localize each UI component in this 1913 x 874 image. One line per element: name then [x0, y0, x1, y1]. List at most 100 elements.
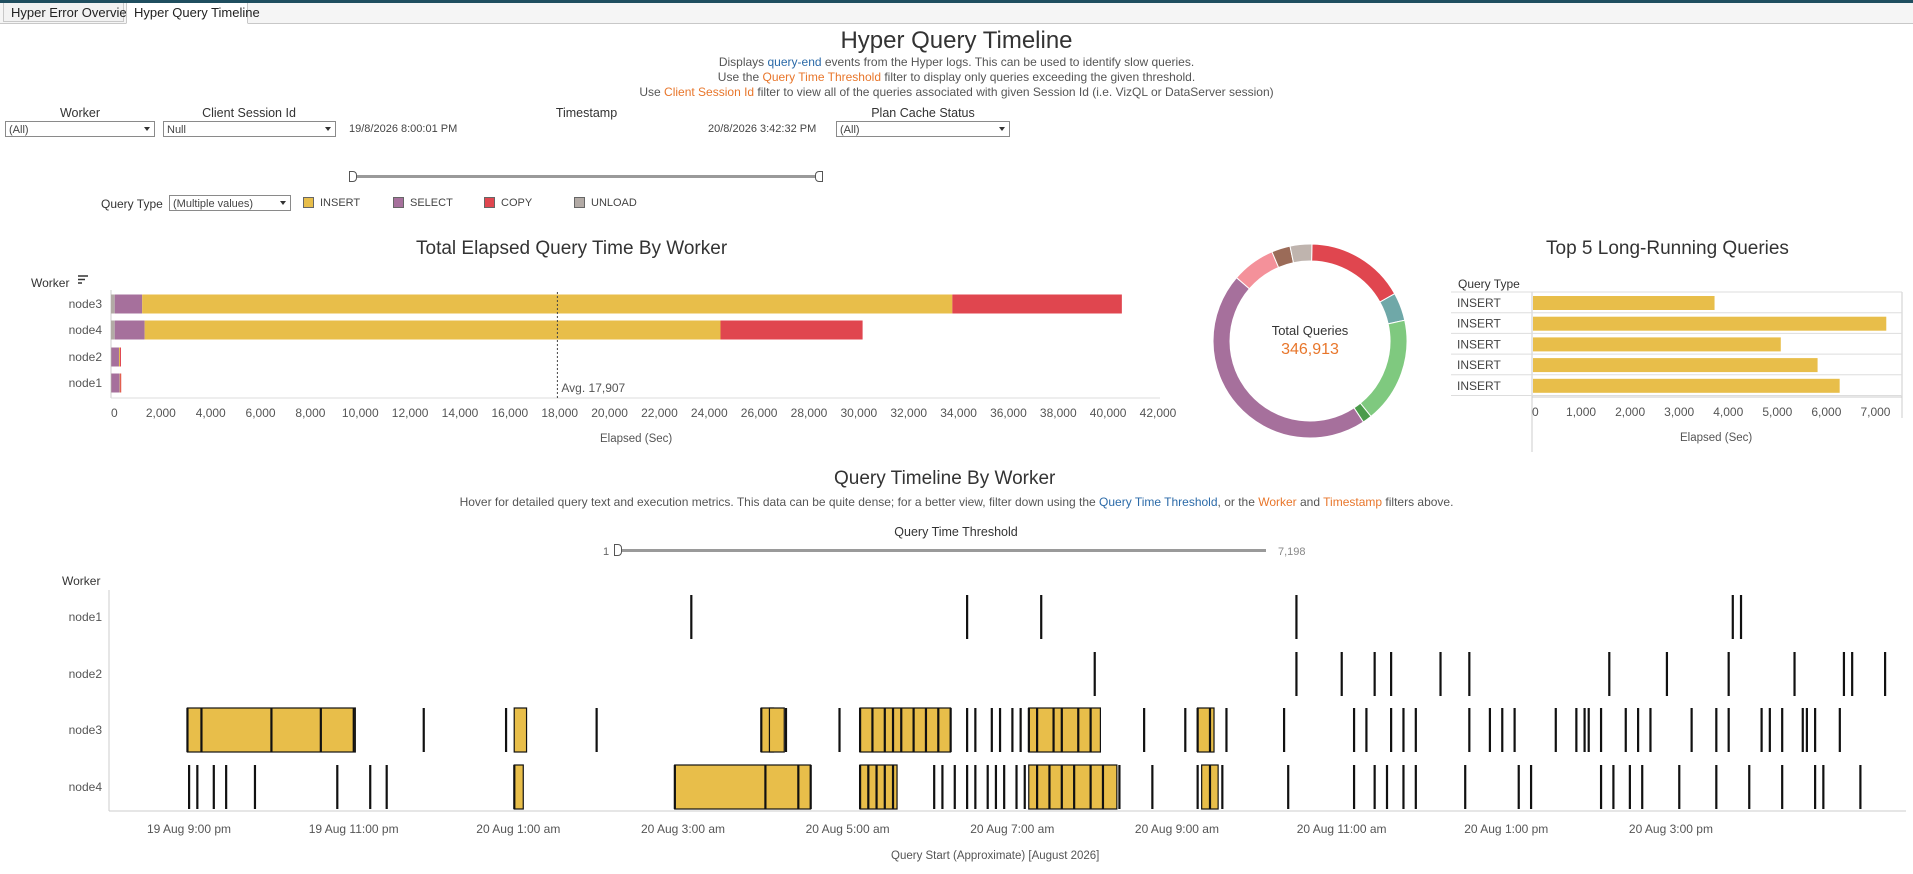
desc-text: filters above.: [1382, 495, 1454, 509]
query-tick: [949, 708, 952, 752]
sort-icon[interactable]: [78, 275, 88, 284]
query-tick: [1793, 652, 1796, 696]
worker-filter-dropdown[interactable]: (All): [5, 121, 155, 137]
query-block: [859, 707, 952, 753]
legend-unload-swatch[interactable]: [574, 197, 585, 208]
query-tick: [1859, 765, 1862, 809]
query-tick: [1637, 708, 1640, 752]
query-tick: [690, 595, 693, 639]
query-tick: [1739, 595, 1743, 639]
query-tick: [253, 765, 257, 809]
query-type-label: INSERT: [1457, 358, 1501, 372]
query-tick: [986, 765, 989, 809]
desc-highlight: Query Time Threshold: [762, 70, 882, 84]
legend-insert-swatch[interactable]: [303, 197, 314, 208]
x-tick-label: 28,000: [791, 406, 828, 420]
chevron-down-icon: [280, 201, 286, 205]
query-tick: [352, 708, 355, 752]
query-tick: [838, 708, 841, 752]
chevron-down-icon: [999, 127, 1005, 131]
query-tick: [1801, 708, 1804, 752]
query-type-filter-dropdown[interactable]: (Multiple values): [169, 195, 291, 211]
query-tick: [1101, 765, 1105, 809]
worker-label: node1: [69, 376, 103, 390]
query-tick: [760, 708, 763, 752]
query-tick: [1883, 652, 1887, 696]
x-tick-label: 2,000: [1615, 405, 1645, 419]
bar-segment-copy: [120, 373, 122, 393]
query-tick: [196, 765, 199, 809]
worker-label: node4: [69, 323, 103, 337]
query-block: [1196, 707, 1215, 753]
timestamp-slider-end-handle[interactable]: [815, 171, 823, 182]
query-tick: [1414, 765, 1417, 809]
x-tick-label: 18,000: [541, 406, 578, 420]
legend-insert-label[interactable]: INSERT: [320, 197, 361, 209]
query-tick: [1060, 765, 1063, 809]
x-tick-label: 30,000: [841, 406, 878, 420]
query-tick: [924, 708, 928, 752]
query-tick: [319, 708, 322, 752]
donut-center-label: Total Queries: [1271, 323, 1349, 338]
query-tick: [1352, 708, 1356, 752]
bar-segment-copy: [720, 320, 863, 340]
x-tick-label: 16,000: [492, 406, 529, 420]
query-tick: [883, 765, 886, 809]
worker-label: node1: [69, 610, 103, 624]
plan-cache-filter-dropdown[interactable]: (All): [836, 121, 1010, 137]
query-tick: [1842, 652, 1846, 696]
x-tick-label: 5,000: [1762, 405, 1792, 419]
timestamp-filter-label: Timestamp: [555, 106, 618, 120]
legend-copy-swatch[interactable]: [484, 197, 495, 208]
query-tick: [1003, 765, 1006, 809]
legend-select-swatch[interactable]: [393, 197, 404, 208]
query-tick: [1089, 708, 1092, 752]
query-tick: [1040, 595, 1043, 639]
query-tick: [1768, 708, 1771, 752]
top5-bar: [1533, 316, 1887, 331]
worker-filter-label: Worker: [59, 106, 101, 120]
query-tick: [1608, 652, 1611, 696]
timestamp-slider-track[interactable]: [353, 175, 820, 178]
query-tick: [1665, 652, 1669, 696]
client-session-filter-dropdown[interactable]: Null: [163, 121, 336, 137]
query-tick: [225, 765, 228, 809]
threshold-slider-track[interactable]: [616, 549, 1266, 552]
top-accent-bar: [0, 0, 1913, 3]
query-block: [513, 707, 528, 753]
x-tick-label: 40,000: [1090, 406, 1127, 420]
query-tick: [186, 708, 189, 752]
legend-unload-label[interactable]: UNLOAD: [591, 197, 637, 209]
query-tick: [1221, 765, 1224, 809]
query-tick: [513, 765, 516, 809]
query-tick: [1151, 765, 1154, 809]
query-tick: [809, 765, 812, 809]
x-tick-label: 12,000: [392, 406, 429, 420]
timestamp-slider-start-handle[interactable]: [349, 171, 357, 182]
elapsed-by-worker-y-header: Worker: [31, 276, 70, 290]
query-tick: [200, 708, 203, 752]
threshold-slider-handle[interactable]: [614, 544, 622, 556]
query-tick: [1184, 708, 1187, 752]
tab-hyper-error-overview[interactable]: Hyper Error Overview: [3, 3, 136, 22]
desc-highlight: Worker: [1258, 495, 1297, 509]
legend-copy-label[interactable]: COPY: [501, 197, 533, 209]
query-tick: [1468, 708, 1471, 752]
threshold-min-value: 1: [603, 546, 610, 558]
donut-slice: [1289, 243, 1313, 264]
query-tick: [1385, 765, 1389, 809]
query-type-filter-value: (Multiple values): [173, 198, 254, 210]
desc-text: filter to view all of the queries associ…: [754, 85, 1274, 99]
query-tick: [1060, 708, 1063, 752]
legend-select-label[interactable]: SELECT: [410, 197, 453, 209]
query-tick: [1352, 765, 1356, 809]
query-tick: [1390, 652, 1393, 696]
query-tick: [1678, 765, 1681, 809]
desc-highlight: Client Session Id: [664, 85, 755, 99]
query-tick: [953, 765, 956, 809]
tab-hyper-query-timeline[interactable]: Hyper Query Timeline: [126, 3, 260, 24]
desc-highlight: Query Time Threshold: [1099, 495, 1218, 509]
query-tick: [1019, 708, 1022, 752]
query-tick: [941, 765, 944, 809]
